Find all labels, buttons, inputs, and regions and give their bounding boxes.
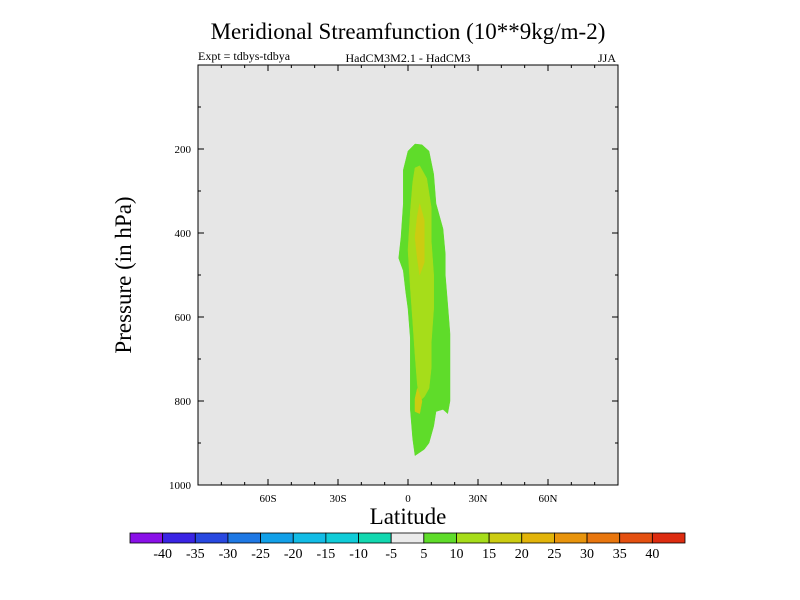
colorbar-label: -15 [317,547,336,562]
colorbar-label: 30 [580,547,594,562]
colorbar-swatch [358,532,392,544]
colorbar-swatch [586,532,621,544]
y-tick-label: 1000 [169,480,192,492]
contour-region-4 [414,387,423,414]
colorbar-label: -5 [385,547,397,562]
colorbar-label: 10 [449,547,463,562]
colorbar-label: 5 [420,547,427,562]
colorbar-label: 40 [645,547,659,562]
colorbar-swatch [325,532,359,544]
chart-title: Meridional Streamfunction (10**9kg/m-2) [211,19,606,44]
colorbar-swatch [129,532,164,544]
comparison-label: HadCM3M2.1 - HadCM3 [346,51,471,65]
colorbar-label: -35 [186,547,205,562]
y-tick-label: 200 [175,144,192,156]
colorbar-label: -30 [219,547,238,562]
y-tick-label: 400 [175,228,192,240]
colorbar: -40 -35 -30 -25 -20 -15 -10 -5 5 10 15 20 25 30 35 40 [129,532,686,562]
colorbar-label: 25 [547,547,561,562]
x-tick-label: 60S [259,493,276,505]
colorbar-swatch [619,532,653,544]
contour-layer [398,143,451,457]
y-tick-label: 600 [175,312,192,324]
colorbar-label: 35 [613,547,627,562]
colorbar-label: 20 [515,547,529,562]
x-axis-label: Latitude [370,504,447,529]
colorbar-swatch [488,532,523,544]
colorbar-swatch [260,532,294,544]
x-axis-ticks: 60S 30S 0 30N 60N [220,65,596,505]
colorbar-swatch [456,532,490,544]
contour-region-3 [414,203,425,276]
colorbar-label: -10 [349,547,368,562]
experiment-label: Expt = tdbys-tdbya [198,49,291,63]
x-tick-label: 30S [329,493,346,505]
colorbar-label: -20 [284,547,303,562]
colorbar-label: -40 [153,547,172,562]
colorbar-label: 15 [482,547,496,562]
colorbar-swatch [227,532,261,544]
colorbar-swatch [292,532,327,544]
colorbar-swatch [194,532,229,544]
colorbar-swatch [423,532,457,544]
y-axis-ticks: 200 400 600 800 1000 [169,106,618,492]
colorbar-swatch [651,532,686,544]
x-tick-label: 60N [539,493,558,505]
y-tick-label: 800 [175,396,192,408]
colorbar-swatch [390,532,425,544]
y-axis-label: Pressure (in hPa) [111,196,136,353]
colorbar-swatch [521,532,555,544]
x-tick-label: 0 [405,493,411,505]
season-label: JJA [598,51,616,65]
x-tick-label: 30N [469,493,488,505]
colorbar-label: -25 [251,547,270,562]
contour-region-2 [407,165,434,402]
colorbar-swatch [162,532,196,544]
colorbar-swatch [554,532,588,544]
